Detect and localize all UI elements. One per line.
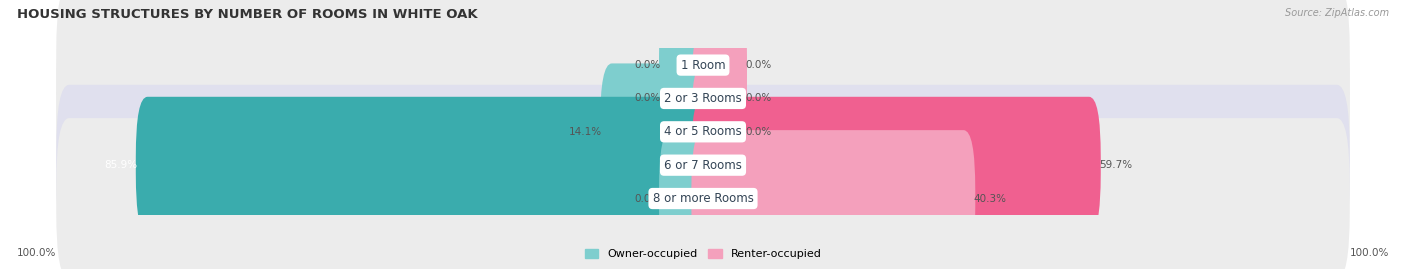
- Text: 0.0%: 0.0%: [634, 93, 661, 104]
- Text: 6 or 7 Rooms: 6 or 7 Rooms: [664, 159, 742, 172]
- Text: 14.1%: 14.1%: [569, 127, 602, 137]
- FancyBboxPatch shape: [56, 18, 1350, 179]
- FancyBboxPatch shape: [692, 0, 747, 133]
- FancyBboxPatch shape: [659, 30, 714, 167]
- Text: Source: ZipAtlas.com: Source: ZipAtlas.com: [1285, 8, 1389, 18]
- FancyBboxPatch shape: [659, 130, 714, 267]
- FancyBboxPatch shape: [56, 0, 1350, 146]
- FancyBboxPatch shape: [692, 30, 747, 167]
- Text: HOUSING STRUCTURES BY NUMBER OF ROOMS IN WHITE OAK: HOUSING STRUCTURES BY NUMBER OF ROOMS IN…: [17, 8, 478, 21]
- Text: 100.0%: 100.0%: [1350, 248, 1389, 258]
- FancyBboxPatch shape: [136, 97, 714, 233]
- Text: 100.0%: 100.0%: [17, 248, 56, 258]
- FancyBboxPatch shape: [600, 63, 714, 200]
- Text: 0.0%: 0.0%: [634, 193, 661, 204]
- Text: 59.7%: 59.7%: [1099, 160, 1132, 170]
- FancyBboxPatch shape: [56, 85, 1350, 246]
- Text: 0.0%: 0.0%: [745, 93, 772, 104]
- Legend: Owner-occupied, Renter-occupied: Owner-occupied, Renter-occupied: [581, 244, 825, 263]
- FancyBboxPatch shape: [659, 0, 714, 133]
- Text: 4 or 5 Rooms: 4 or 5 Rooms: [664, 125, 742, 138]
- Text: 0.0%: 0.0%: [745, 60, 772, 70]
- Text: 0.0%: 0.0%: [634, 60, 661, 70]
- Text: 8 or more Rooms: 8 or more Rooms: [652, 192, 754, 205]
- Text: 1 Room: 1 Room: [681, 59, 725, 72]
- Text: 2 or 3 Rooms: 2 or 3 Rooms: [664, 92, 742, 105]
- FancyBboxPatch shape: [56, 51, 1350, 212]
- FancyBboxPatch shape: [56, 118, 1350, 269]
- Text: 85.9%: 85.9%: [104, 160, 138, 170]
- Text: 0.0%: 0.0%: [745, 127, 772, 137]
- FancyBboxPatch shape: [692, 130, 976, 267]
- FancyBboxPatch shape: [692, 63, 747, 200]
- Text: 40.3%: 40.3%: [973, 193, 1007, 204]
- FancyBboxPatch shape: [692, 97, 1101, 233]
